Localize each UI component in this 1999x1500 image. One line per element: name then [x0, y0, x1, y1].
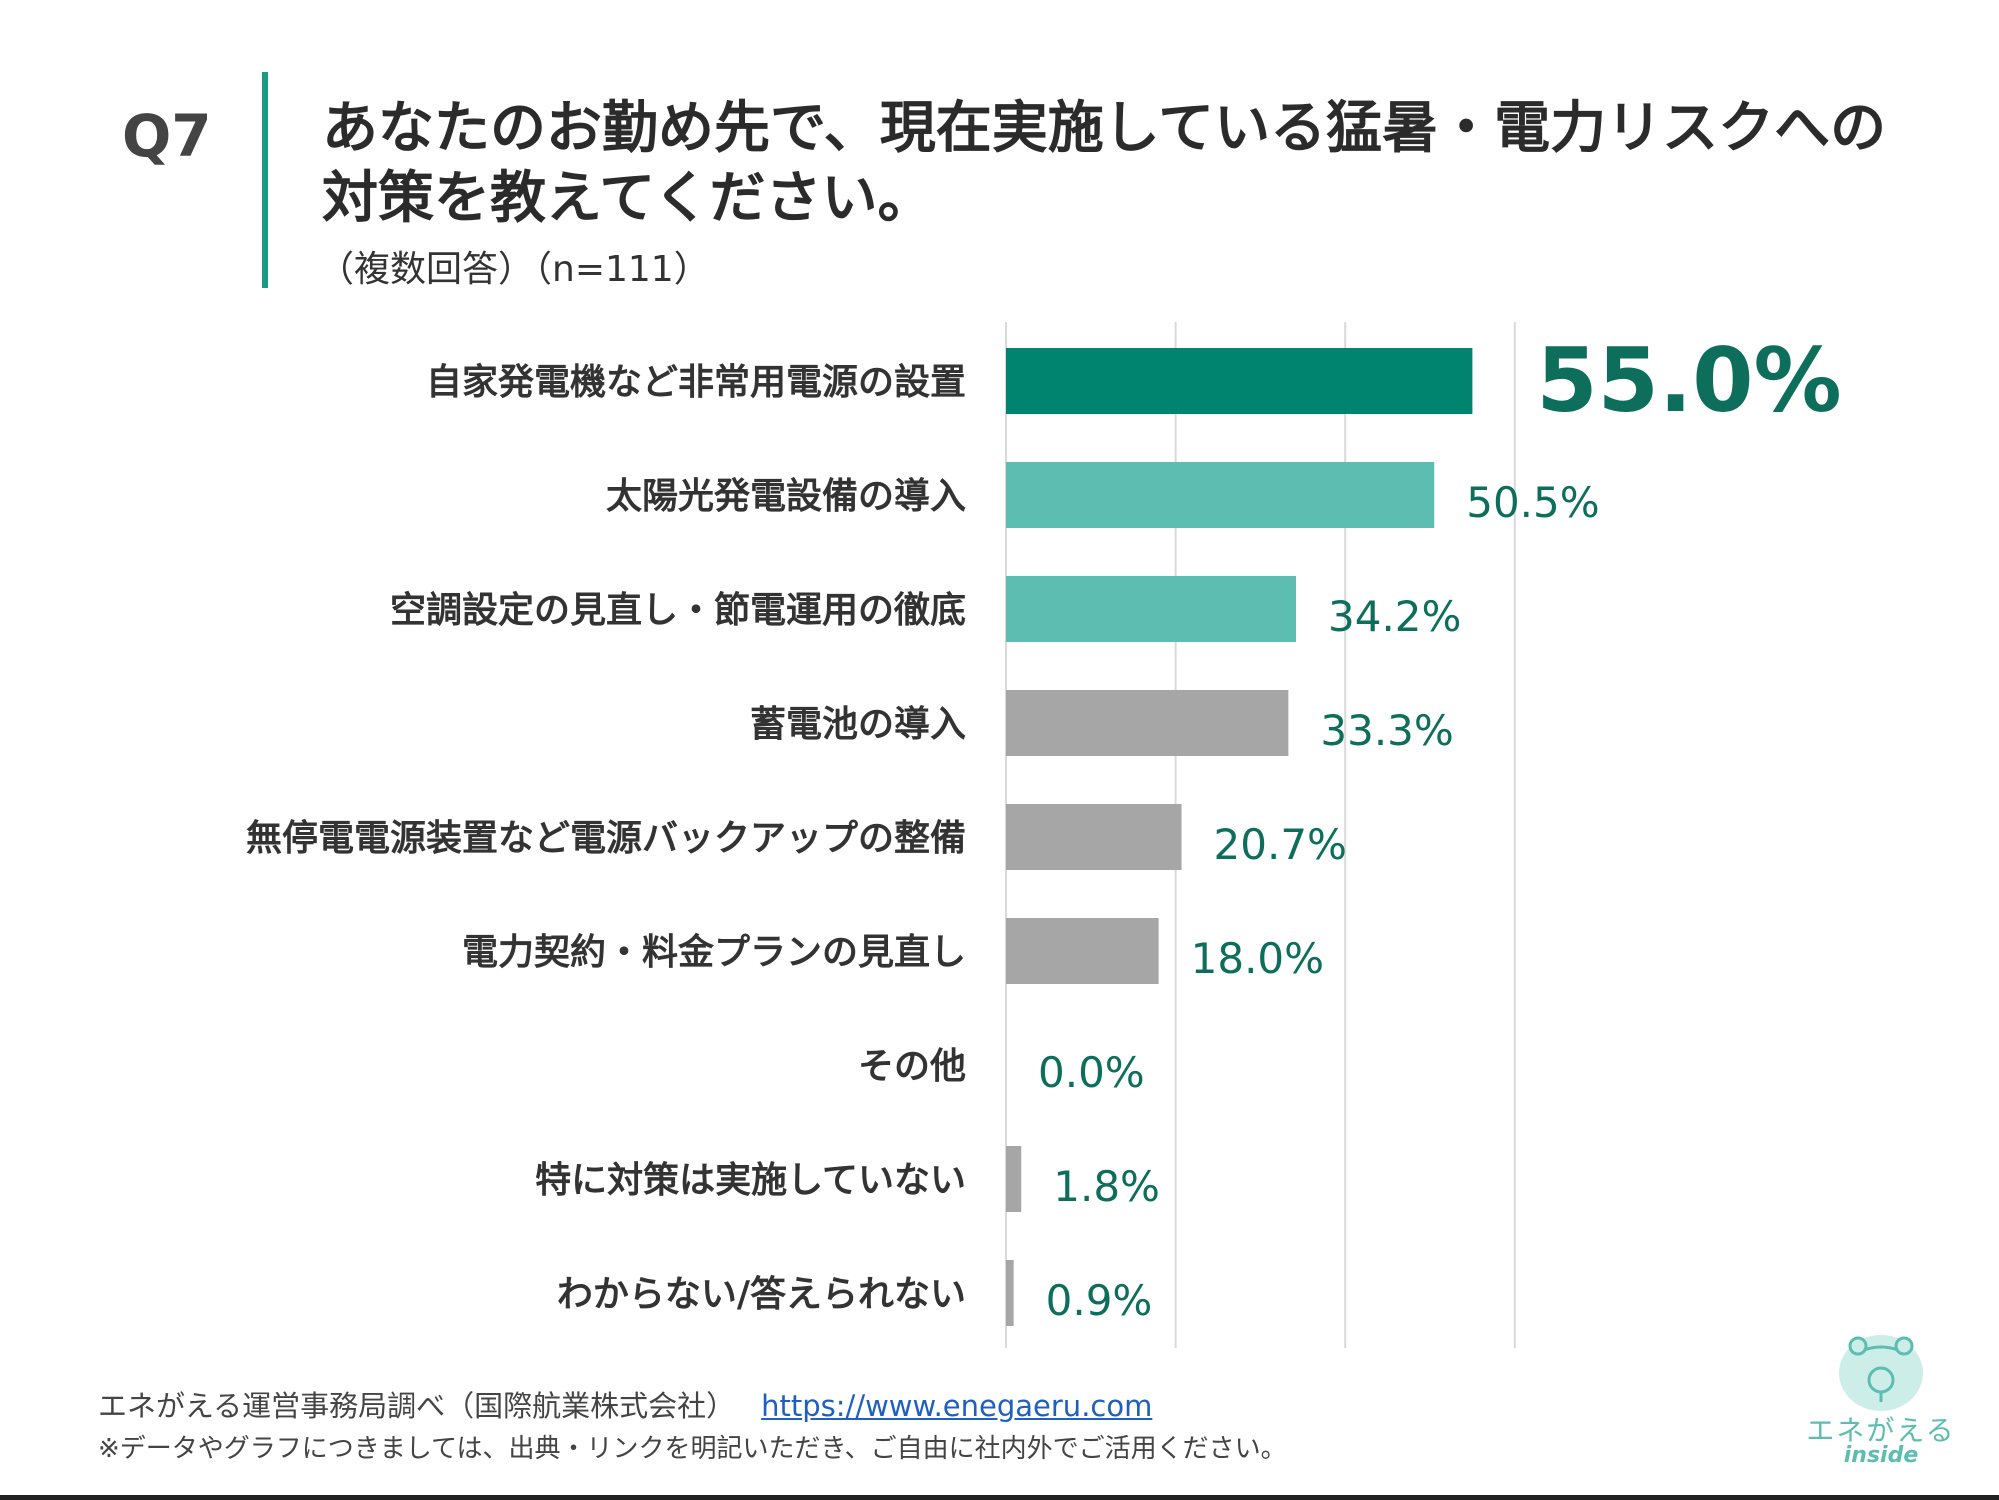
bar [1006, 1146, 1022, 1212]
bottom-divider [0, 1495, 1999, 1500]
value-label: 0.0% [1038, 1048, 1145, 1097]
source-line: エネがえる運営事務局調べ（国際航業株式会社） https://www.enegae… [98, 1383, 1152, 1425]
chart-title: あなたのお勤め先で、現在実施している猛暑・電力リスクへの対策を教えてください。 [322, 96, 1887, 231]
enegaeru-logo-icon [1839, 1335, 1923, 1411]
logo-name: エネがえる [1806, 1414, 1956, 1447]
category-label: 無停電電源装置など電源バックアップの整備 [246, 818, 966, 859]
category-label: わからない/答えられない [557, 1274, 966, 1315]
bar [1006, 690, 1289, 756]
category-label: 電力契約・料金プランの見直し [462, 931, 966, 973]
bar-chart: 自家発電機など非常用電源の設置 55.0% 太陽光発電設備の導入 50.5% 空調設定の… [246, 322, 1842, 1348]
title-accent-bar [262, 72, 268, 288]
value-label: 50.5% [1466, 478, 1599, 527]
bar [1006, 1260, 1014, 1326]
category-label: 空調設定の見直し・節電運用の徹底 [390, 590, 966, 631]
chart-subtitle: （複数回答）（n=111） [318, 249, 710, 290]
bar [1006, 576, 1297, 642]
value-label: 18.0% [1191, 934, 1324, 983]
category-label: 蓄電池の導入 [750, 704, 966, 745]
question-number: Q7 [122, 102, 212, 170]
source-text: エネがえる運営事務局調べ（国際航業株式会社） [98, 1389, 736, 1423]
category-label: その他 [858, 1046, 966, 1087]
value-label: 1.8% [1053, 1162, 1160, 1211]
value-label: 0.9% [1046, 1276, 1153, 1325]
category-label: 自家発電機など非常用電源の設置 [426, 362, 966, 403]
source-link[interactable]: https://www.enegaeru.com [761, 1389, 1153, 1423]
bar [1006, 462, 1435, 528]
usage-note: ※データやグラフにつきましては、出典・リンクを明記いただき、ご自由に社内外でご活… [98, 1434, 1287, 1464]
logo-subtitle: inside [1843, 1443, 1919, 1468]
bar [1006, 348, 1473, 414]
category-label: 特に対策は実施していない [535, 1160, 966, 1201]
category-label: 太陽光発電設備の導入 [606, 476, 966, 517]
value-label: 20.7% [1214, 820, 1347, 869]
value-label: 33.3% [1320, 706, 1453, 755]
value-label: 34.2% [1328, 592, 1461, 641]
bar [1006, 804, 1182, 870]
bar [1006, 918, 1159, 984]
value-label: 55.0% [1536, 329, 1841, 432]
